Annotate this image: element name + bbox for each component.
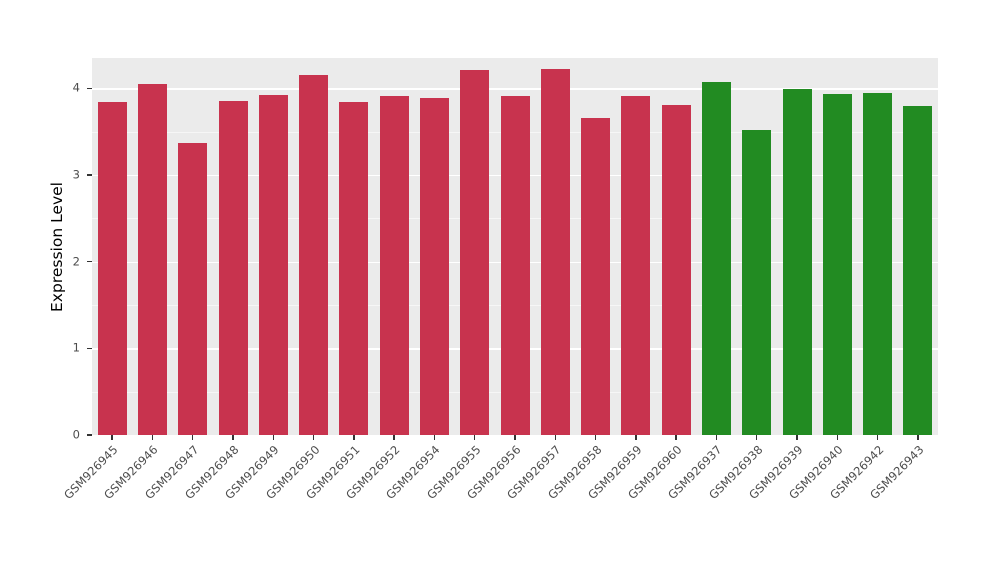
x-tick-mark	[836, 435, 838, 440]
y-tick-label: 0	[72, 427, 80, 442]
bar-GSM926946	[137, 84, 167, 435]
x-tick-mark	[796, 435, 798, 440]
bar-GSM926951	[339, 102, 369, 435]
x-tick-mark	[474, 435, 476, 440]
plot-panel	[92, 58, 938, 435]
y-tick-mark	[87, 174, 92, 176]
y-tick-label: 1	[72, 340, 80, 355]
bar-GSM926958	[581, 117, 611, 435]
y-tick-mark	[87, 347, 92, 349]
bar-GSM926954	[419, 97, 449, 435]
x-tick-mark	[433, 435, 436, 440]
bar-GSM926940	[822, 94, 852, 435]
x-tick-mark	[917, 435, 919, 440]
x-tick-mark	[272, 435, 274, 440]
bar-GSM926943	[903, 105, 933, 435]
x-tick-mark	[594, 435, 597, 440]
y-tick-mark	[87, 434, 92, 436]
x-axis-labels: GSM926945 GSM926946 GSM926947 GSM926948 GSM9…	[61, 435, 938, 565]
bar-GSM926960	[661, 104, 691, 435]
bar-GSM926956	[500, 96, 530, 435]
bar-GSM926955	[460, 70, 490, 435]
y-tick-label: 3	[72, 167, 80, 182]
bar-GSM926937	[701, 82, 731, 435]
x-tick-mark	[876, 435, 879, 440]
bar-GSM926948	[218, 100, 248, 435]
x-tick-mark	[635, 435, 637, 440]
x-tick-mark	[554, 435, 556, 440]
bar-GSM926942	[863, 92, 893, 435]
bar-GSM926959	[621, 96, 651, 435]
bar-GSM926952	[379, 96, 409, 435]
bar-GSM926938	[742, 129, 772, 435]
bar-GSM926947	[178, 142, 208, 435]
x-tick-mark	[675, 435, 677, 440]
x-tick-mark	[393, 435, 395, 440]
x-tick-mark	[192, 435, 194, 440]
x-tick-mark	[232, 435, 234, 440]
x-tick-mark	[715, 435, 718, 440]
bar-GSM926950	[299, 74, 329, 435]
y-tick-label: 4	[72, 80, 80, 95]
x-tick-mark	[111, 435, 113, 440]
y-tick-label: 2	[72, 253, 80, 268]
bar-GSM926945	[97, 102, 127, 435]
y-tick-mark	[87, 261, 92, 263]
y-axis: 0 1 2 3 4	[40, 58, 92, 440]
x-tick-mark	[756, 435, 758, 440]
x-tick-mark	[312, 435, 315, 440]
bar-GSM926939	[782, 89, 812, 435]
bar-GSM926949	[258, 95, 288, 435]
x-tick-mark	[353, 435, 355, 440]
y-tick-mark	[87, 87, 92, 89]
x-tick-mark	[514, 435, 516, 440]
gridline-major	[92, 88, 938, 90]
bar-GSM926957	[540, 69, 570, 435]
x-tick-mark	[151, 435, 154, 440]
